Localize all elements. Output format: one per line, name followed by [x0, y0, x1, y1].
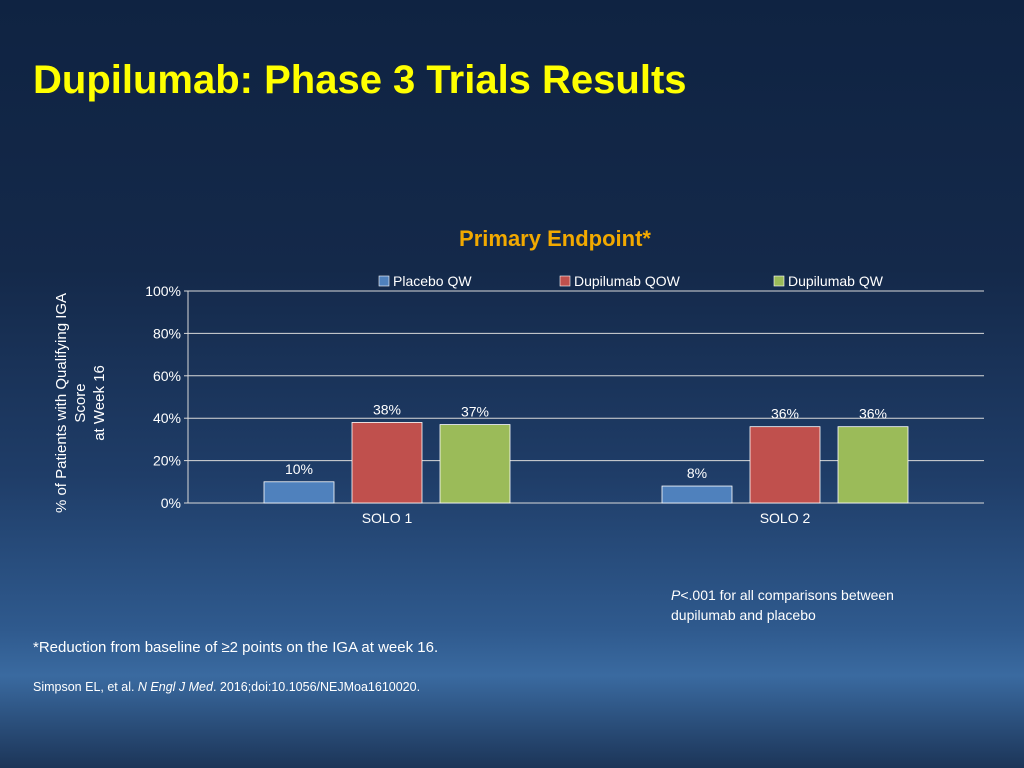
data-label: 10% — [285, 461, 313, 477]
legend-label: Dupilumab QOW — [574, 273, 681, 289]
y-tick-label: 40% — [153, 410, 181, 426]
data-label: 38% — [373, 401, 401, 417]
bar-dupilumab-qw-solo-1 — [439, 424, 511, 504]
y-tick-label: 0% — [161, 495, 181, 511]
bar-dupilumab-qow-solo-2 — [749, 426, 821, 504]
bar-placebo-qw-solo-2 — [661, 485, 733, 504]
y-axis-label: % of Patients with Qualifying IGA Score at… — [53, 293, 108, 513]
footnote: *Reduction from baseline of ≥2 points on… — [33, 639, 439, 656]
bar-dupilumab-qw-solo-2 — [837, 426, 909, 504]
y-axis-label-line: Score — [72, 383, 89, 422]
citation: Simpson EL, et al. N Engl J Med. 2016;do… — [33, 680, 420, 694]
y-axis-label-line: % of Patients with Qualifying IGA — [53, 293, 70, 513]
p-value-note: P<.001 for all comparisons between dupil… — [671, 585, 961, 625]
legend-label: Placebo QW — [393, 273, 472, 289]
bar-placebo-qw-solo-1 — [263, 481, 335, 504]
citation-rest: . 2016;doi:10.1056/NEJMoa1610020. — [212, 680, 421, 694]
p-value-text: <.001 for all comparisons between dupilu… — [671, 587, 894, 623]
legend-swatch — [773, 275, 785, 287]
svg-text:% of Patients with Qualifying: % of Patients with Qualifying IGA Score at… — [53, 293, 108, 513]
citation-authors: Simpson EL, et al. — [33, 680, 138, 694]
bars — [263, 422, 909, 504]
y-axis-label-line: at Week 16 — [91, 365, 108, 441]
data-label: 36% — [771, 406, 799, 422]
legend-label: Dupilumab QW — [788, 273, 884, 289]
y-tick-label: 20% — [153, 453, 181, 469]
x-tick-labels: SOLO 1 SOLO 2 — [362, 510, 811, 526]
data-label: 37% — [461, 404, 489, 420]
y-tick-label: 100% — [145, 283, 181, 299]
y-tick-label: 60% — [153, 368, 181, 384]
y-tick-label: 80% — [153, 325, 181, 341]
bar-dupilumab-qow-solo-1 — [351, 422, 423, 504]
legend: Placebo QW Dupilumab QOW Dupilumab QW — [378, 273, 884, 289]
data-label: 36% — [859, 406, 887, 422]
legend-swatch — [559, 275, 571, 287]
y-tick-labels: 0% 20% 40% 60% 80% 100% — [145, 283, 181, 511]
data-label: 8% — [687, 465, 707, 481]
p-italic: P — [671, 587, 681, 603]
x-tick-label: SOLO 2 — [760, 510, 811, 526]
slide-title: Dupilumab: Phase 3 Trials Results — [33, 58, 687, 102]
chart-title: Primary Endpoint* — [459, 226, 651, 251]
citation-journal: N Engl J Med — [137, 680, 213, 694]
x-tick-label: SOLO 1 — [362, 510, 413, 526]
legend-swatch — [378, 275, 390, 287]
data-labels: 10% 38% 37% 8% 36% 36% — [285, 401, 887, 481]
